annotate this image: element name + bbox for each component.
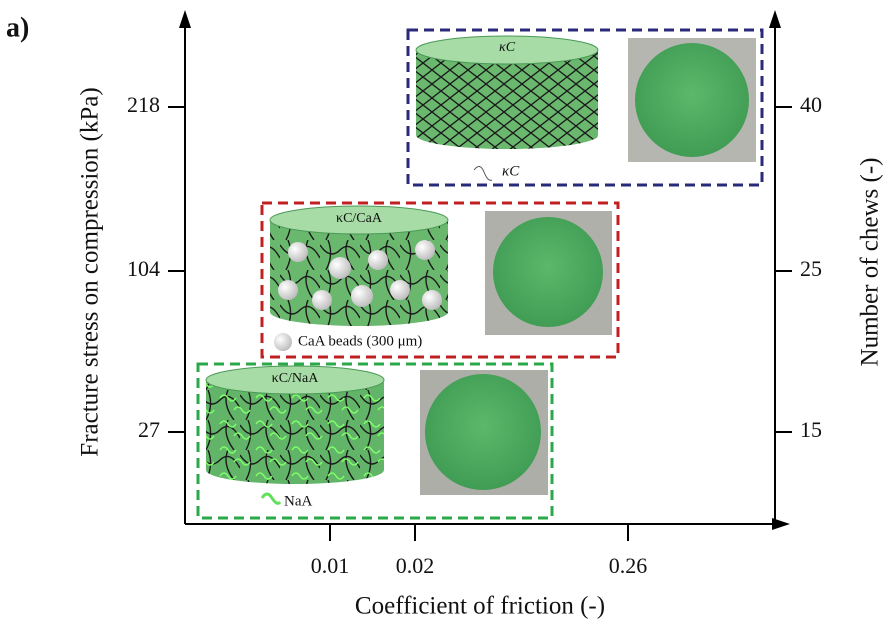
kc-caa-panel: κC/CaA CaA beads (300 μm) <box>262 203 618 357</box>
sample-label: κC/CaA <box>336 211 383 226</box>
x-tick-label: 0.01 <box>311 553 350 578</box>
photo-gel <box>635 43 749 157</box>
network <box>416 50 598 149</box>
x-tick-label: 0.02 <box>396 553 435 578</box>
legend-icon <box>262 494 280 503</box>
y2-tick-label: 25 <box>800 256 822 281</box>
network <box>270 220 448 326</box>
legend-text: NaA <box>284 493 312 509</box>
y-tick-label: 218 <box>127 92 160 117</box>
legend-icon <box>474 166 492 180</box>
sample-label: κC <box>499 40 516 55</box>
x-axis-label: Coefficient of friction (-) <box>355 593 605 620</box>
y2-tick-label: 15 <box>800 417 822 442</box>
x-tick-label: 0.26 <box>609 553 648 578</box>
photo-gel <box>425 374 541 490</box>
photo-gel <box>493 217 603 327</box>
kc-naa-panel: κC/NaA NaA <box>198 364 552 518</box>
y-axis-label: Fracture stress on compression (kPa) <box>77 87 104 456</box>
y-tick-label: 27 <box>138 417 160 442</box>
figure: a) 218 104 27 40 25 15 0.01 0.02 0.26 Co… <box>0 0 894 633</box>
y-tick-label: 104 <box>127 256 160 281</box>
sample-label: κC/NaA <box>272 371 320 386</box>
alginate <box>206 380 384 484</box>
kc-panel: κC κC <box>408 30 762 185</box>
page: {"panel_label": "a)", "x_axis": {"label"… <box>0 0 894 633</box>
legend-text: CaA beads (300 μm) <box>298 333 422 349</box>
y2-axis-label: Number of chews (-) <box>857 158 884 367</box>
panel-label: a) <box>6 12 29 43</box>
y2-tick-label: 40 <box>800 92 822 117</box>
legend-icon <box>274 333 292 351</box>
legend-text: κC <box>502 163 520 179</box>
